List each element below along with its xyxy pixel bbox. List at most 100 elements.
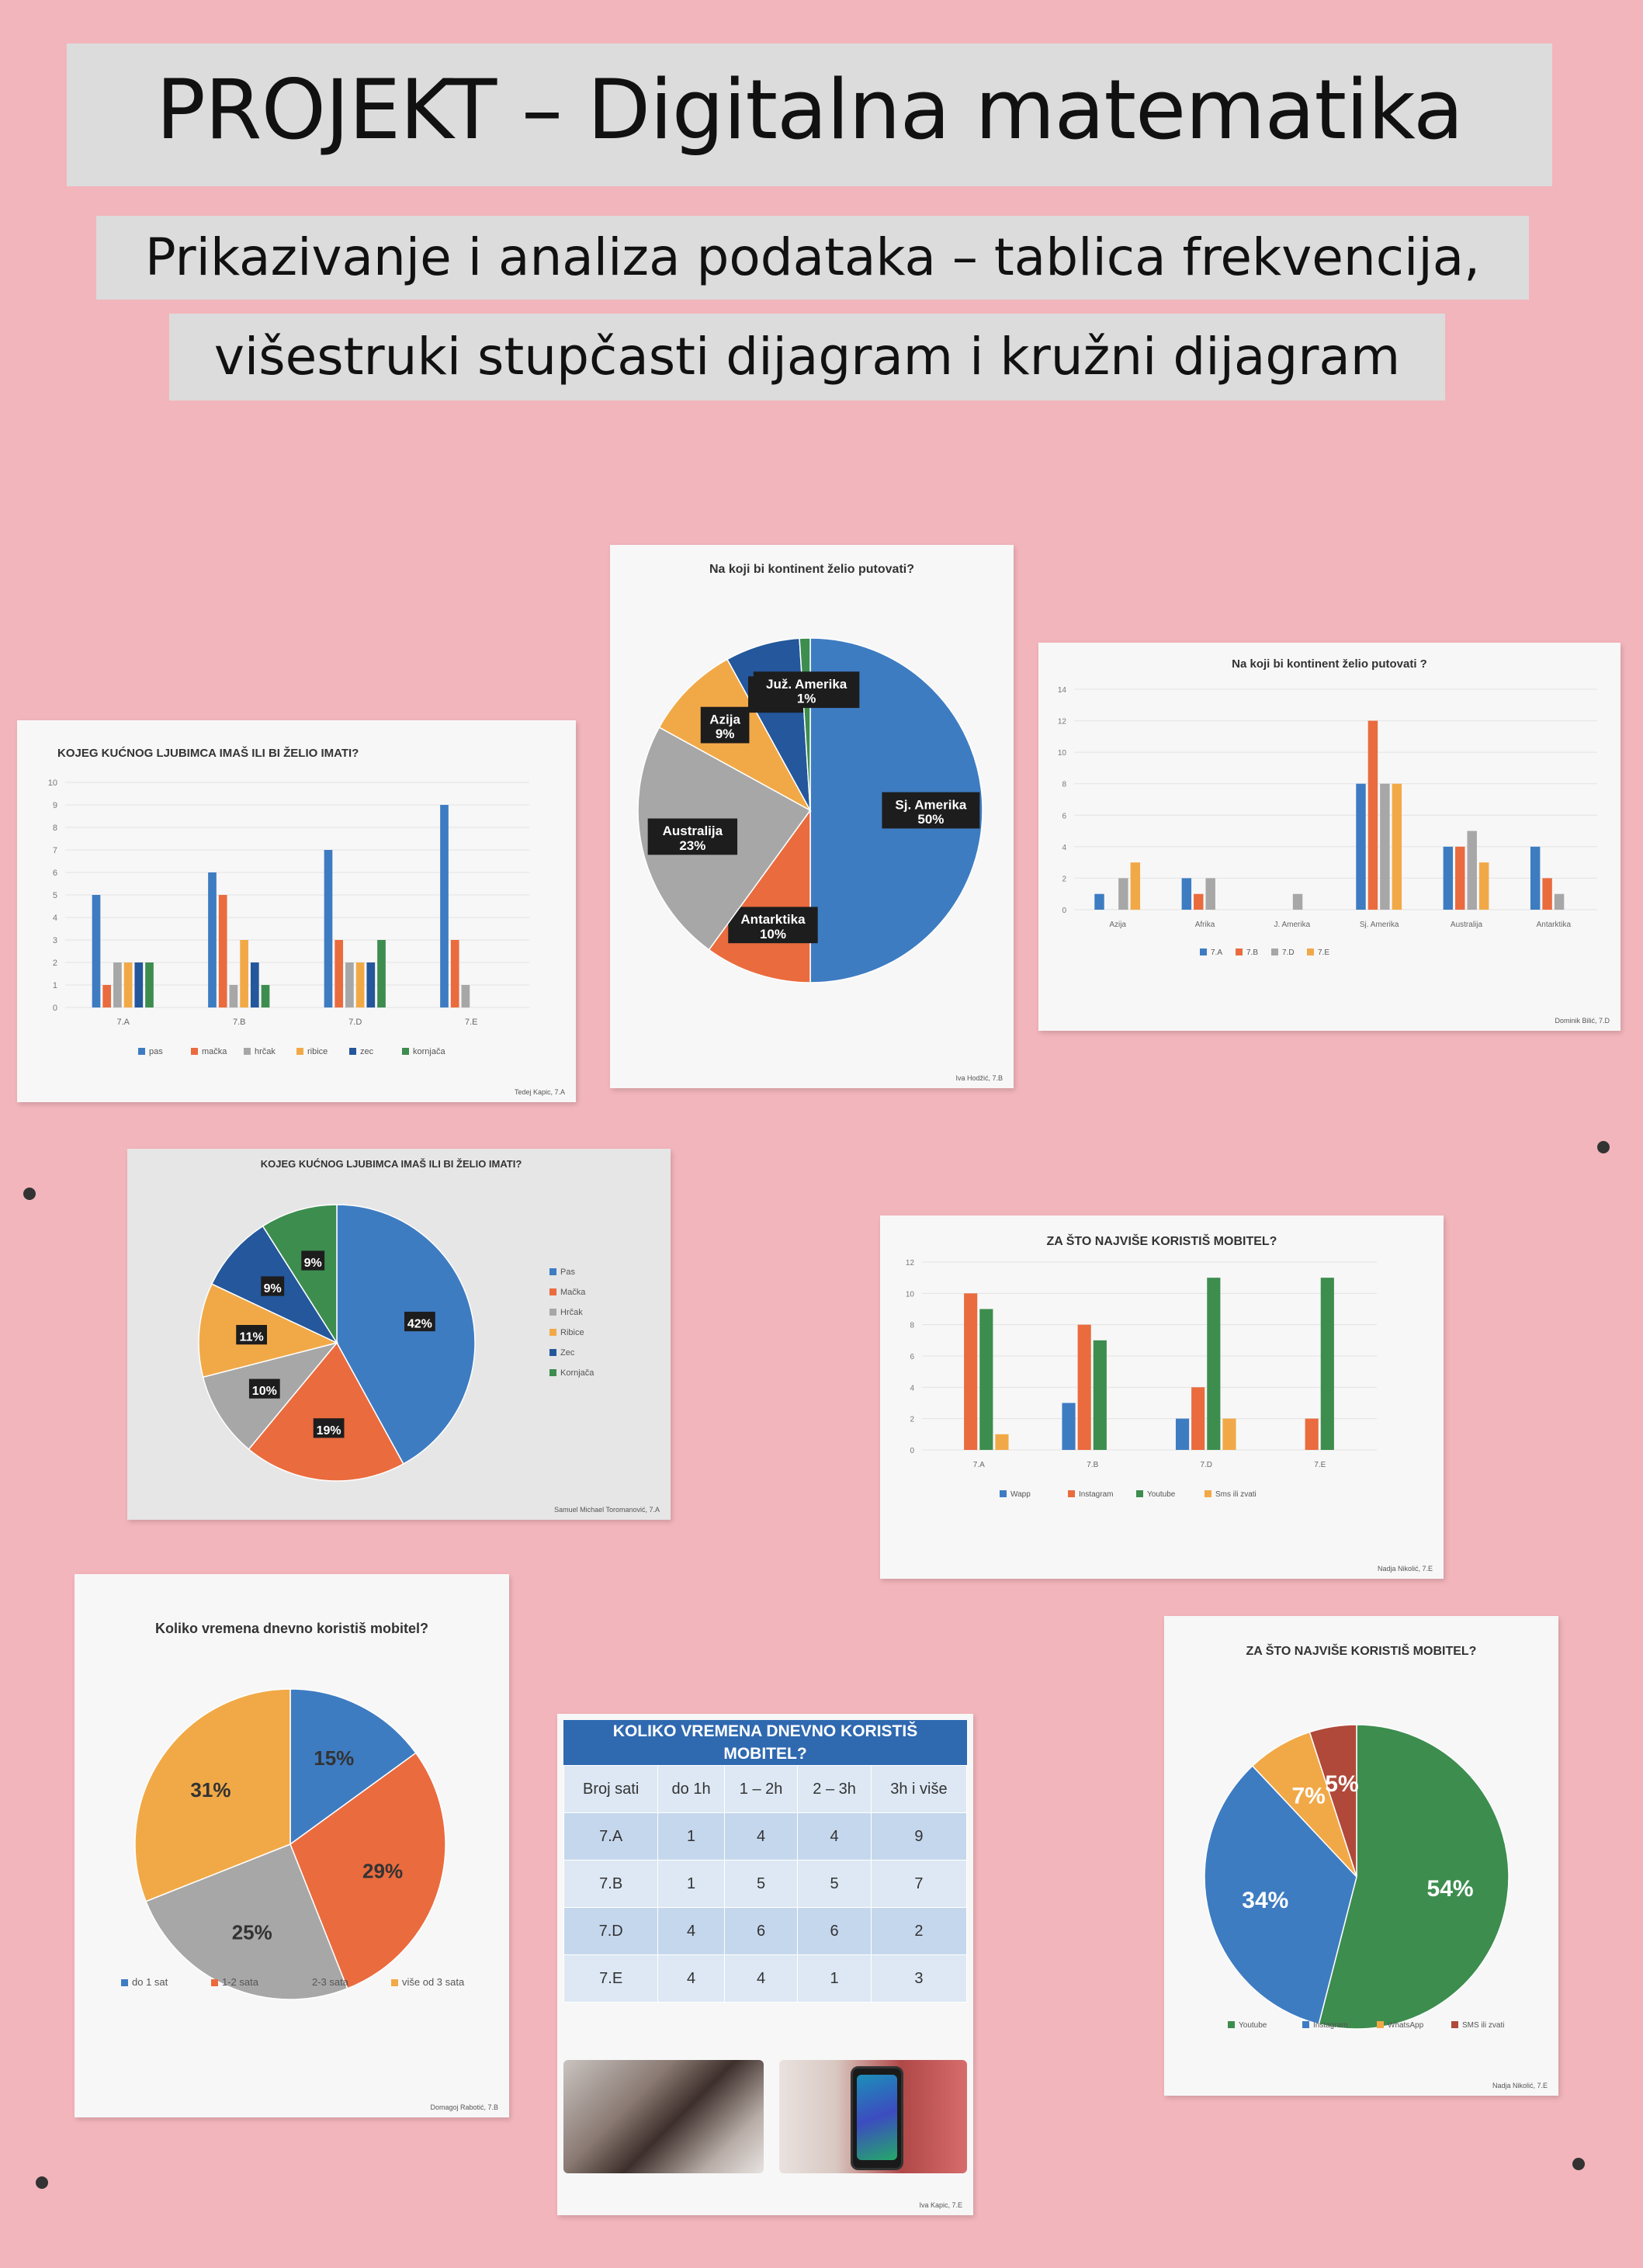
bar xyxy=(240,940,248,1007)
push-pin xyxy=(36,2176,48,2189)
table-cell: 7.B xyxy=(563,1860,659,1908)
slice-label-box xyxy=(882,792,980,829)
slice-label-box xyxy=(753,671,860,709)
slice-value-label: 5% xyxy=(1325,1771,1358,1797)
legend-swatch xyxy=(191,1048,198,1055)
x-tick-label: 7.D xyxy=(1200,1461,1212,1469)
x-tick-label: Australija xyxy=(1451,921,1483,929)
pie-slice xyxy=(248,1341,404,1482)
slice-label-box xyxy=(301,1250,325,1271)
sheet-time-pie: Koliko vremena dnevno koristiš mobitel? … xyxy=(75,1574,509,2117)
slice-label-box xyxy=(248,1378,280,1399)
bar xyxy=(1175,1418,1190,1450)
bar xyxy=(1194,893,1204,910)
pie-slice xyxy=(289,1688,417,1846)
bar xyxy=(345,962,354,1007)
legend-swatch xyxy=(349,1048,356,1055)
y-tick-label: 12 xyxy=(1058,718,1067,727)
legend-swatch xyxy=(1307,948,1314,955)
legend-label: zec xyxy=(360,1047,374,1056)
pie-slice xyxy=(1309,1724,1357,1878)
legend-label: Wapp xyxy=(1010,1490,1031,1499)
legend-label: Instagram xyxy=(1079,1490,1113,1499)
y-tick-label: 8 xyxy=(910,1322,914,1330)
table-row: 7.A 1 4 4 9 xyxy=(563,1812,968,1861)
chart-credit: Nadja Nikolić, 7.E xyxy=(1377,1565,1433,1573)
table-cell: 4 xyxy=(797,1812,872,1861)
photo-child-with-phone xyxy=(563,2060,764,2173)
table-title: KOLIKO VREMENA DNEVNO KORISTIŠ MOBITEL? xyxy=(563,1720,967,1765)
legend-swatch xyxy=(1236,948,1243,955)
pets-bar-chart: KOJEG KUĆNOG LJUBIMCA IMAŠ ILI BI ŽELIO … xyxy=(48,746,529,1056)
sheet-continent-bar: Na koji bi kontinent želio putovati ? 0 2… xyxy=(1038,643,1620,1031)
y-tick-label: 3 xyxy=(53,936,57,945)
bar xyxy=(995,1434,1009,1450)
continent-pie-chart: Na koji bi kontinent želio putovati? Sj.… xyxy=(637,563,983,983)
slice-value-label: 19% xyxy=(317,1424,341,1437)
table-cell: 2 xyxy=(870,1907,968,1955)
slice-value-label: 50% xyxy=(917,812,944,827)
legend-swatch xyxy=(549,1369,556,1376)
legend-swatch xyxy=(391,1979,398,1986)
bar xyxy=(229,985,238,1007)
bar xyxy=(1094,893,1104,910)
y-tick-label: 6 xyxy=(910,1353,914,1361)
y-tick-label: 10 xyxy=(1058,749,1067,758)
sheet-phone-bar: ZA ŠTO NAJVIŠE KORISTIŠ MOBITEL? 0 2 4 6 8 10… xyxy=(880,1215,1444,1579)
slice-value-label: 31% xyxy=(190,1778,231,1802)
legend-swatch xyxy=(1377,2021,1384,2028)
legend-swatch xyxy=(1271,948,1278,955)
time-pie-chart: Koliko vremena dnevno koristiš mobitel? … xyxy=(121,1621,465,2000)
legend-swatch xyxy=(1000,1490,1007,1497)
push-pin xyxy=(1597,1141,1610,1153)
bar xyxy=(1077,1324,1091,1450)
bar xyxy=(1222,1418,1236,1450)
bar xyxy=(1392,783,1402,910)
table-cell: 3 xyxy=(870,1954,968,2003)
bar xyxy=(123,962,133,1007)
frequency-table-wrap: Broj sati do 1h 1 – 2h 2 – 3h 3h i više … xyxy=(563,1765,968,2003)
slice-value-label: 11% xyxy=(240,1331,264,1344)
chart-credit: Dominik Bilić, 7.D xyxy=(1555,1017,1610,1025)
table-cell: 4 xyxy=(723,1954,799,2003)
pie-slice xyxy=(336,1204,476,1465)
x-tick-label: 7.D xyxy=(348,1018,362,1027)
page-title: PROJEKT – Digitalna matematika xyxy=(156,62,1464,158)
bar xyxy=(1554,893,1565,910)
y-tick-label: 0 xyxy=(1062,907,1066,915)
slice-name-label: Australija xyxy=(663,824,723,838)
x-tick-label: 7.B xyxy=(233,1018,246,1027)
legend-swatch xyxy=(121,1979,128,1986)
legend-swatch xyxy=(549,1309,556,1316)
chart-credit: Domagoj Rabotić, 7.B xyxy=(430,2103,498,2111)
bar xyxy=(1207,1278,1221,1450)
table-header-cell: do 1h xyxy=(657,1765,725,1813)
slice-value-label: 15% xyxy=(314,1746,354,1770)
slice-value-label: 25% xyxy=(232,1920,272,1944)
y-tick-label: 8 xyxy=(1062,781,1066,789)
y-tick-label: 4 xyxy=(1062,844,1066,852)
bar xyxy=(450,940,459,1007)
legend-label: do 1 sat xyxy=(132,1976,168,1988)
subtitle-line-2: višestruki stupčasti dijagram i kružni d… xyxy=(169,314,1445,401)
bar xyxy=(1467,831,1477,910)
sheet-continent-pie: Na koji bi kontinent želio putovati? Sj.… xyxy=(610,545,1014,1088)
pie-slice xyxy=(1318,1724,1510,2030)
legend-label: Sms ili zvati xyxy=(1215,1490,1257,1499)
legend-swatch xyxy=(1136,1490,1143,1497)
bar xyxy=(1292,893,1303,910)
slice-value-label: 1% xyxy=(797,692,816,706)
chart-title: Na koji bi kontinent želio putovati? xyxy=(709,563,914,576)
x-tick-label: 7.A xyxy=(973,1461,985,1469)
bar xyxy=(250,962,259,1007)
table-row: 7.B 1 5 5 7 xyxy=(563,1860,968,1908)
legend-label: mačka xyxy=(202,1047,227,1056)
bar xyxy=(1367,720,1378,910)
bar xyxy=(377,940,386,1007)
y-tick-label: 2 xyxy=(53,959,57,968)
photo-hand-with-smartphone xyxy=(779,2060,967,2173)
slice-label-box xyxy=(700,706,750,744)
y-tick-label: 10 xyxy=(906,1290,915,1299)
bar xyxy=(1478,862,1489,910)
